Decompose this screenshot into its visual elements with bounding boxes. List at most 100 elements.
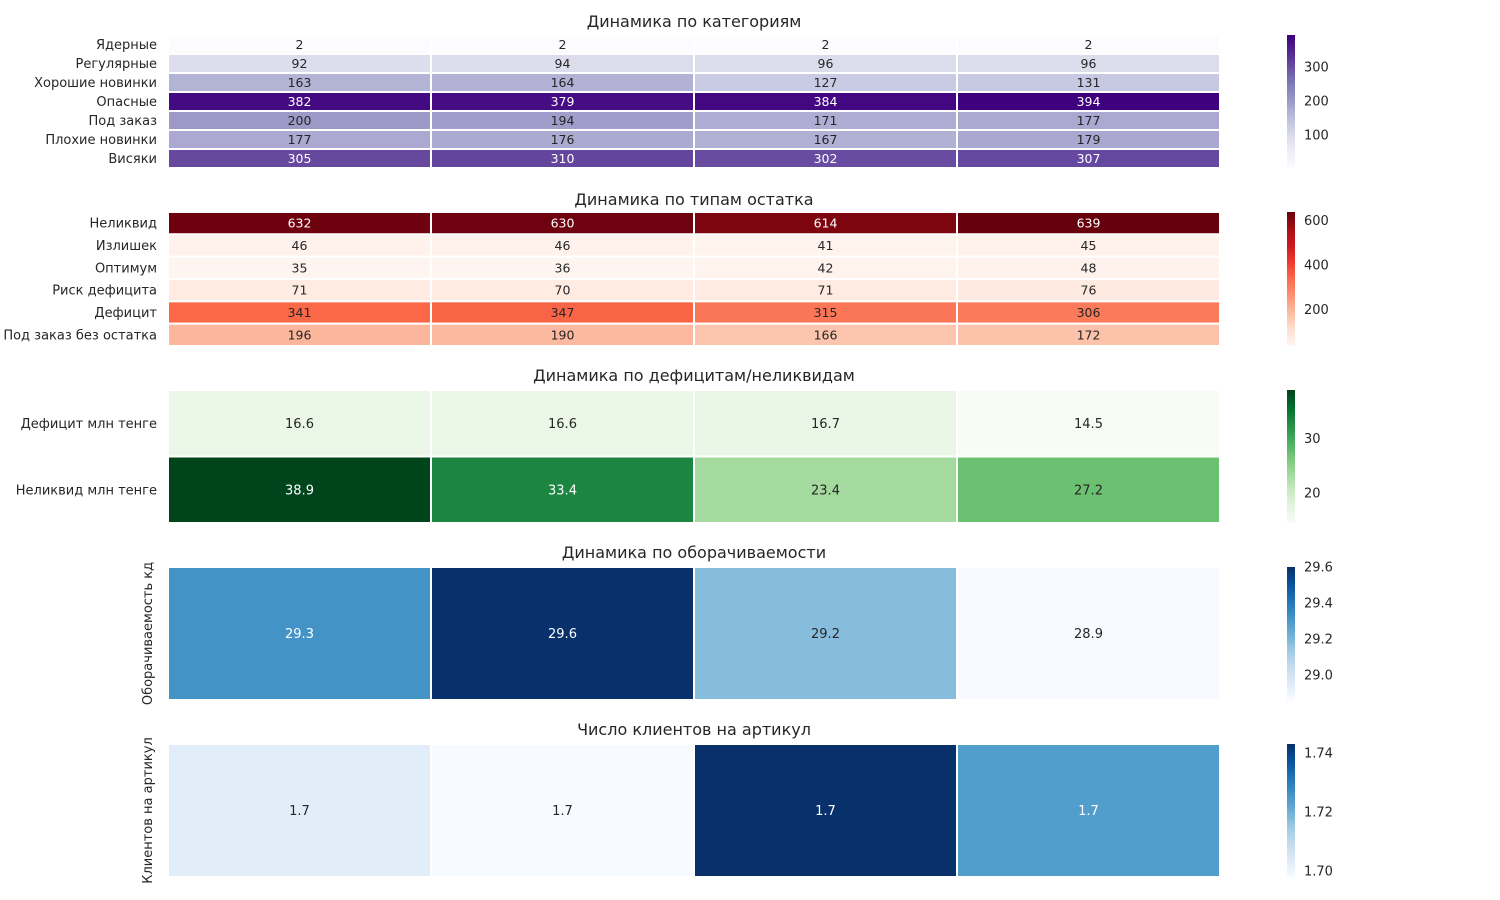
cell-value-label: 2: [822, 37, 830, 52]
cell-value-label: 1.7: [289, 804, 310, 819]
panel-title: Число клиентов на артикул: [577, 720, 811, 739]
cell-value-label: 70: [555, 283, 571, 298]
heatmap-cell: [956, 455, 1221, 524]
cell-value-label: 28.9: [1074, 627, 1103, 642]
heatmap-cell: [956, 743, 1221, 878]
cell-value-label: 96: [818, 56, 834, 71]
colorbar: [1287, 212, 1295, 346]
row-label: Висяки: [108, 152, 157, 167]
row-label: Оптимум: [95, 261, 157, 276]
heatmap-panel-5: Число клиентов на артикул Клиентов на арт…: [141, 720, 1333, 884]
cell-value-label: 45: [1081, 238, 1097, 253]
cell-value-label: 382: [288, 94, 312, 109]
heatmap-cell: [167, 455, 432, 524]
cell-value-label: 96: [1081, 56, 1097, 71]
colorbar-tick-label: 200: [1304, 94, 1329, 109]
cell-value-label: 127: [814, 75, 838, 90]
colorbar: [1287, 567, 1295, 700]
colorbar-tick-label: 600: [1304, 214, 1329, 229]
heatmap-cell: [167, 389, 432, 458]
cell-value-label: 27.2: [1074, 483, 1103, 498]
heatmap-cell: [693, 455, 958, 524]
cell-value-label: 48: [1081, 260, 1097, 275]
cell-value-label: 177: [288, 132, 312, 147]
cell-value-label: 200: [288, 113, 312, 128]
heatmap-panel-4: Динамика по оборачиваемости Оборачиваемос…: [141, 543, 1333, 705]
cell-value-label: 14.5: [1074, 417, 1103, 432]
heatmap-cell: [430, 566, 695, 701]
cell-value-label: 163: [288, 75, 312, 90]
colorbar-tick-label: 29.6: [1304, 561, 1333, 576]
cell-value-label: 23.4: [811, 483, 840, 498]
colorbar: [1287, 390, 1295, 523]
cell-value-label: 341: [288, 305, 312, 320]
heatmap-panel-2: Динамика по типам остатка Неликвид 632 630 6…: [3, 190, 1329, 347]
heatmap-cell: [956, 566, 1221, 701]
panel-title: Динамика по оборачиваемости: [562, 543, 826, 562]
cell-value-label: 614: [814, 216, 838, 231]
panel-title: Динамика по категориям: [587, 12, 802, 31]
colorbar-tick-label: 1.74: [1304, 746, 1333, 761]
cell-value-label: 94: [555, 56, 571, 71]
panel-title: Динамика по типам остатка: [574, 190, 813, 209]
cell-value-label: 347: [551, 305, 575, 320]
cell-value-label: 29.3: [285, 627, 314, 642]
colorbar-tick-label: 200: [1304, 303, 1329, 318]
colorbar: [1287, 35, 1295, 168]
cell-value-label: 2: [296, 37, 304, 52]
heatmap-cell: [693, 389, 958, 458]
heatmap-panel-1: Динамика по категориям Ядерные 2 2 2 2 Регуляр…: [34, 12, 1329, 169]
cell-value-label: 176: [551, 132, 575, 147]
row-label: Под заказ без остатка: [3, 328, 157, 343]
cell-value-label: 179: [1077, 132, 1101, 147]
cell-value-label: 630: [551, 216, 575, 231]
colorbar-tick-label: 400: [1304, 259, 1329, 274]
heatmap-cell: [167, 566, 432, 701]
cell-value-label: 41: [818, 238, 834, 253]
colorbar-tick-label: 1.70: [1304, 865, 1333, 880]
cell-value-label: 164: [551, 75, 575, 90]
cell-value-label: 171: [814, 113, 838, 128]
cell-value-label: 394: [1077, 94, 1101, 109]
cell-value-label: 71: [818, 283, 834, 298]
cell-value-label: 16.6: [548, 417, 577, 432]
heatmap-cell: [693, 743, 958, 878]
cell-value-label: 1.7: [552, 804, 573, 819]
heatmap-cell: [956, 148, 1221, 169]
cell-value-label: 172: [1077, 327, 1101, 342]
cell-value-label: 167: [814, 132, 838, 147]
cell-value-label: 166: [814, 327, 838, 342]
colorbar-tick-label: 100: [1304, 128, 1329, 143]
row-label: Дефицит: [94, 306, 157, 321]
cell-value-label: 1.7: [1078, 804, 1099, 819]
panel-title: Динамика по дефицитам/неликвидам: [533, 366, 855, 385]
cell-value-label: 177: [1077, 113, 1101, 128]
heatmap-cell: [693, 566, 958, 701]
colorbar-tick-label: 29.4: [1304, 596, 1333, 611]
cell-value-label: 302: [814, 151, 838, 166]
cell-value-label: 76: [1081, 283, 1097, 298]
cell-value-label: 92: [292, 56, 308, 71]
row-label: Риск дефицита: [52, 284, 157, 299]
cell-value-label: 46: [292, 238, 308, 253]
row-label: Опасные: [96, 95, 157, 110]
colorbar-tick-label: 29.0: [1304, 668, 1333, 683]
cell-value-label: 29.6: [548, 627, 577, 642]
colorbar-tick-label: 20: [1304, 487, 1321, 502]
cell-value-label: 71: [292, 283, 308, 298]
cell-value-label: 46: [555, 238, 571, 253]
row-label: Хорошие новинки: [34, 76, 157, 91]
cell-value-label: 639: [1077, 216, 1101, 231]
cell-value-label: 1.7: [815, 804, 836, 819]
heatmap-cell: [167, 743, 432, 878]
cell-value-label: 36: [555, 260, 571, 275]
cell-value-label: 2: [1085, 37, 1093, 52]
heatmap-panel-3: Динамика по дефицитам/неликвидам Дефицит …: [16, 366, 1321, 524]
y-axis-label: Оборачиваемость кд: [141, 562, 156, 705]
heatmap-cell: [956, 322, 1221, 347]
cell-value-label: 196: [288, 327, 312, 342]
row-label: Неликвид млн тенге: [16, 483, 157, 498]
heatmap-cell: [430, 455, 695, 524]
colorbar-tick-label: 29.2: [1304, 632, 1333, 647]
row-label: Излишек: [96, 239, 157, 254]
